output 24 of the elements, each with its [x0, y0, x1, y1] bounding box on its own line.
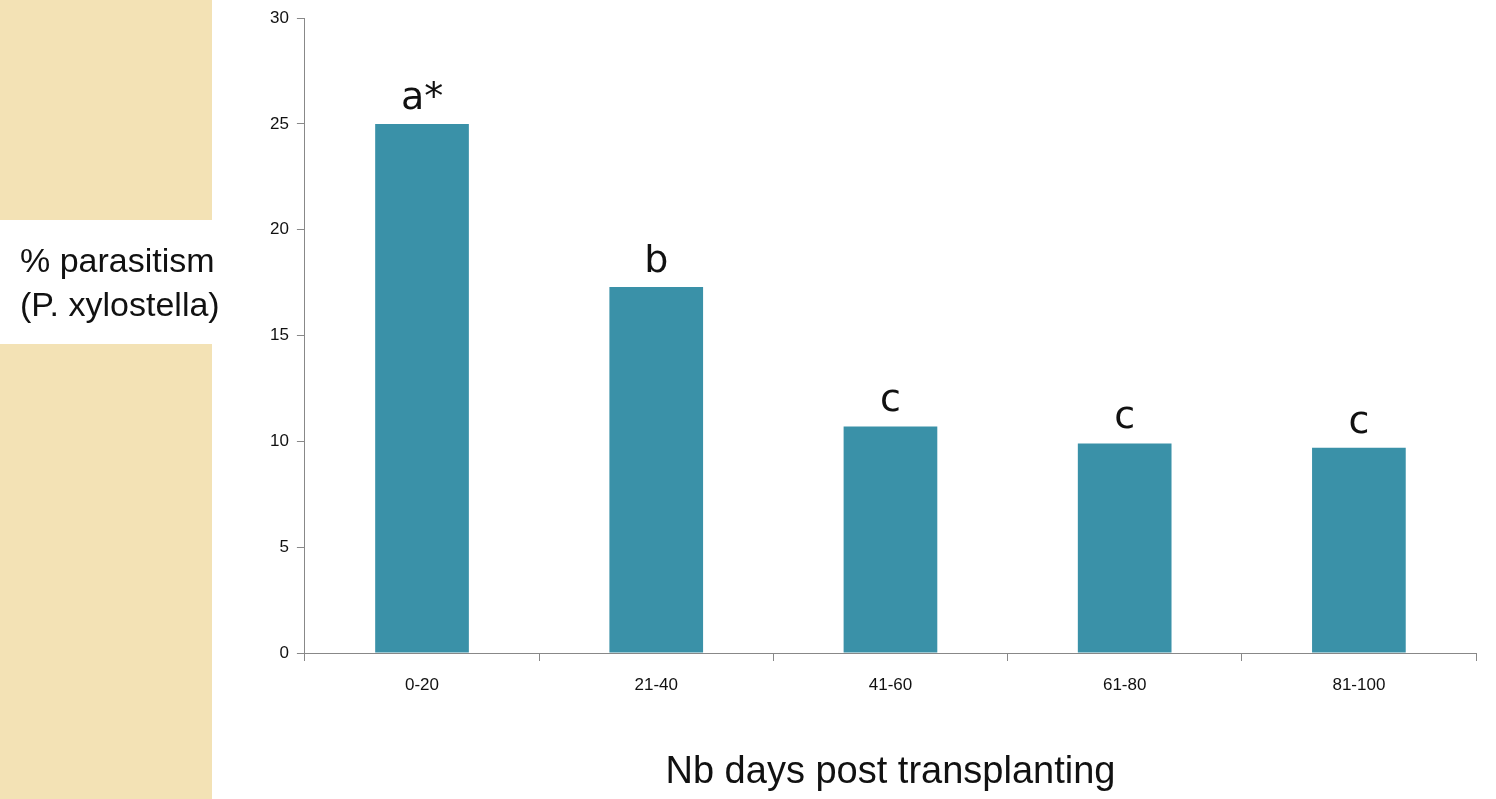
- x-tick-label: 61-80: [1102, 674, 1147, 694]
- y-tick-label: 5: [279, 536, 289, 556]
- y-tick-label: 20: [269, 219, 289, 239]
- bar: [843, 426, 938, 653]
- y-tick-label: 0: [279, 642, 289, 662]
- y-tick-label: 10: [269, 431, 289, 451]
- y-tick-label: 25: [269, 113, 289, 133]
- annotation: c: [1114, 393, 1136, 438]
- y-tick-label: 30: [269, 7, 289, 27]
- bar: [609, 286, 704, 653]
- bar: [1312, 447, 1406, 653]
- x-tick-label: 81-100: [1332, 674, 1386, 694]
- annotation: b: [644, 236, 669, 281]
- y-tick-label: 15: [269, 325, 289, 345]
- y-axis-title: % parasitism (P. xylostella): [0, 220, 262, 344]
- x-axis-title: Nb days post transplanting: [665, 748, 1116, 791]
- bar: [375, 124, 469, 653]
- annotation: c: [1348, 397, 1370, 442]
- x-tick-label: 41-60: [868, 674, 913, 694]
- annotation: a*: [400, 73, 444, 118]
- annotation: c: [880, 376, 901, 421]
- x-tick-label: 21-40: [634, 674, 678, 694]
- bar: [1077, 443, 1172, 653]
- x-tick-label: 0-20: [405, 674, 440, 694]
